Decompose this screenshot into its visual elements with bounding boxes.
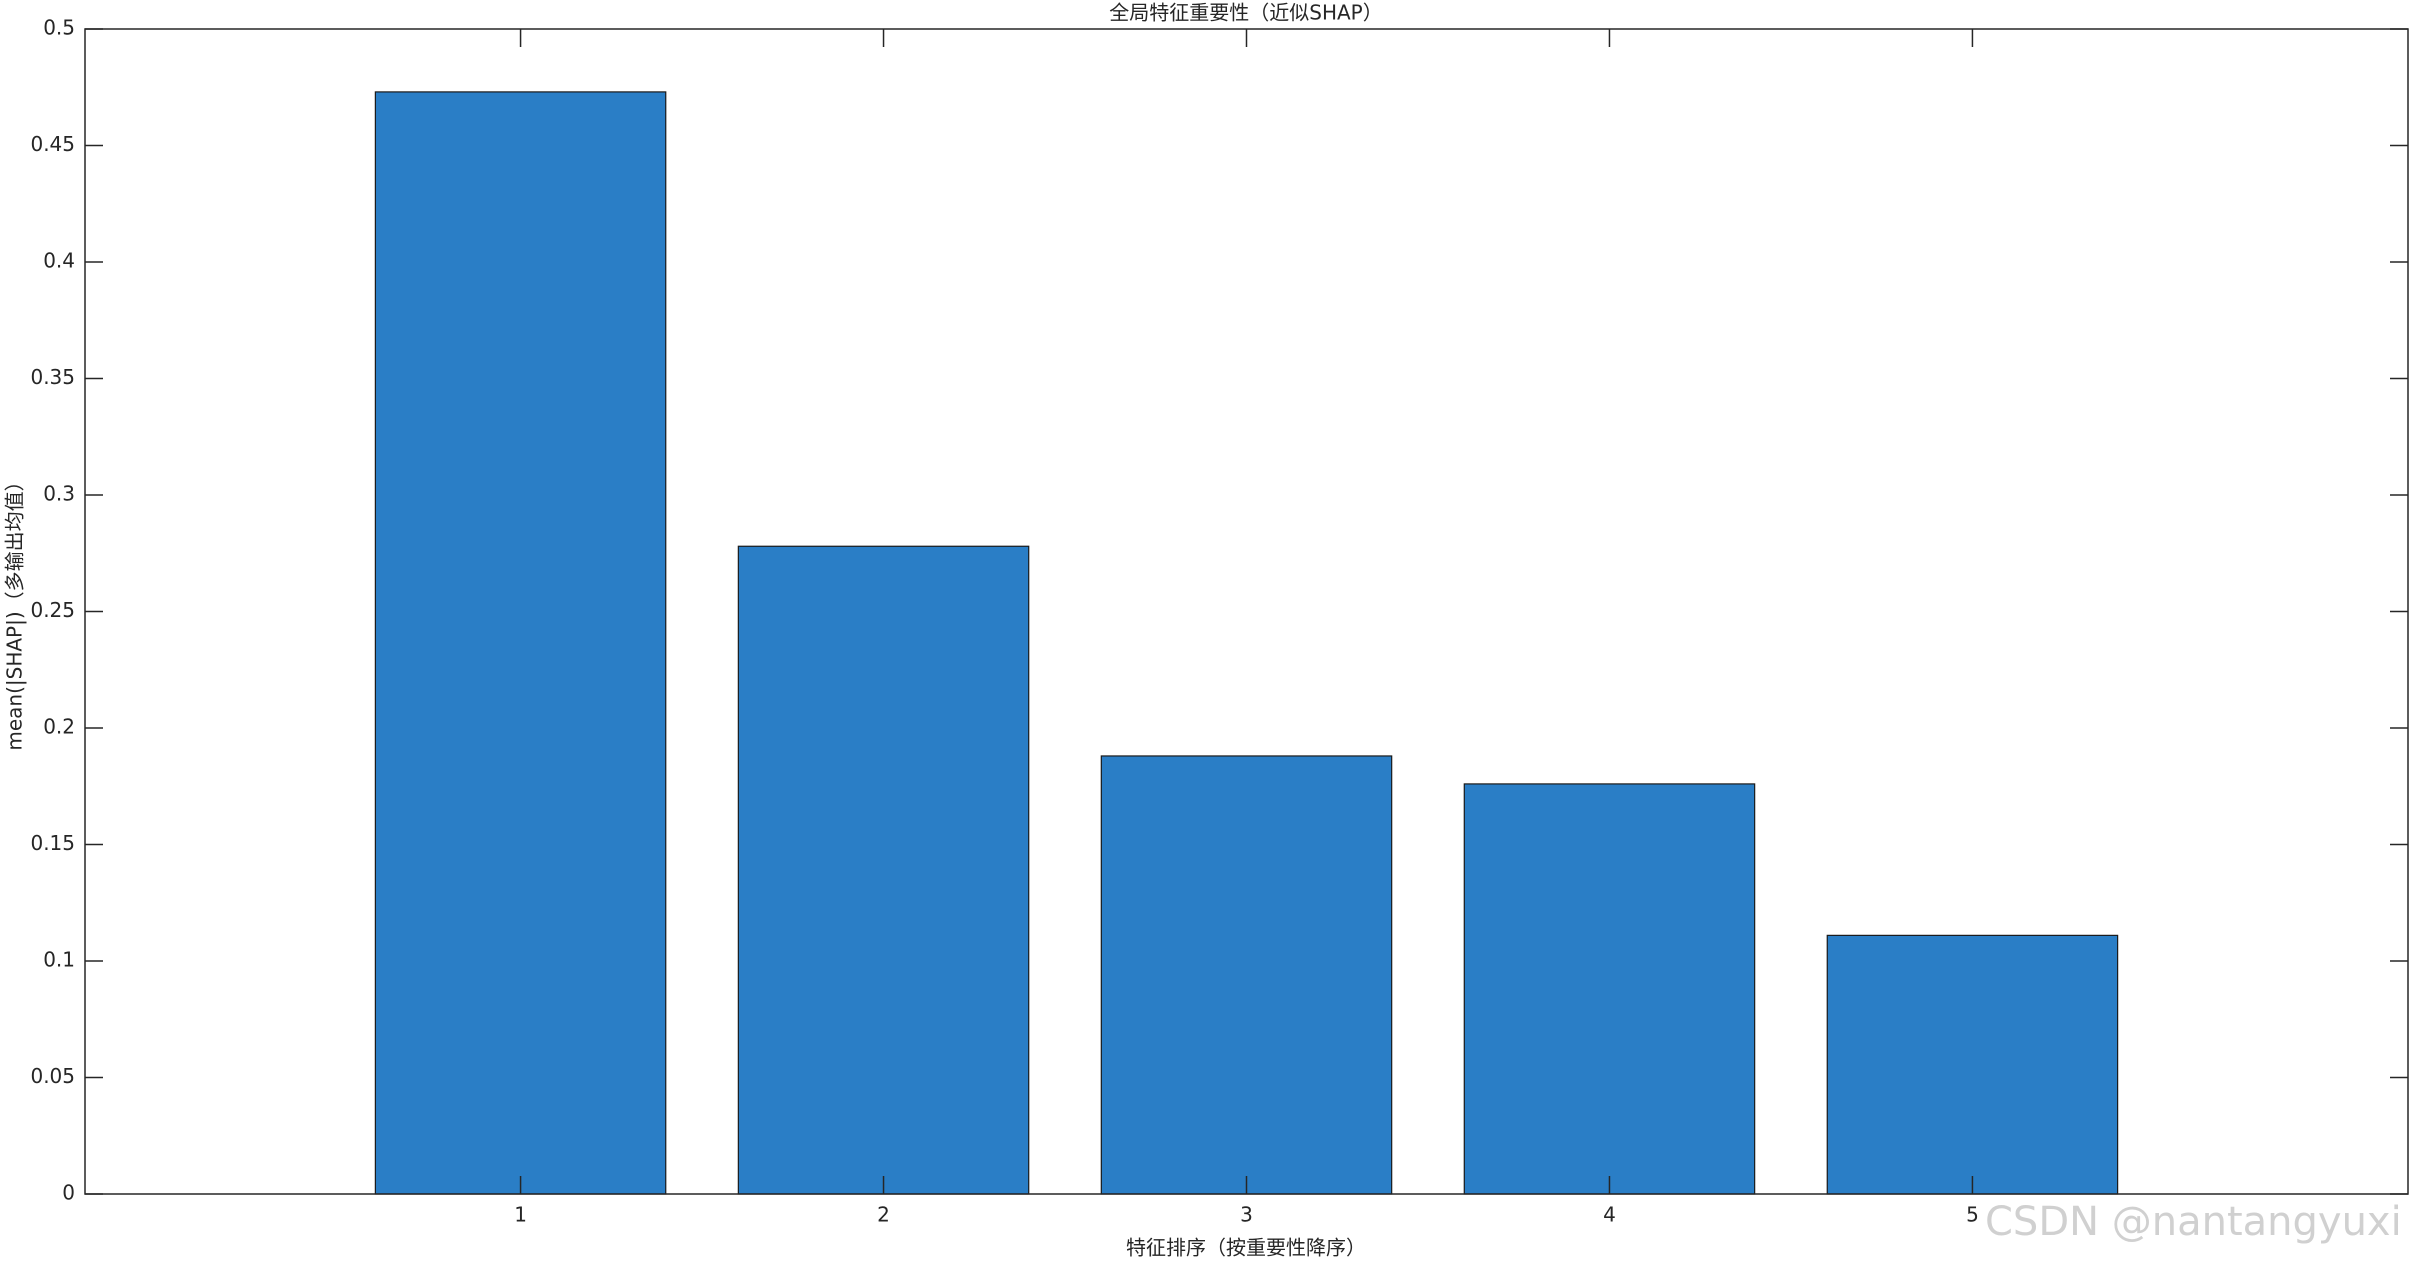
watermark: CSDN @nantangyuxi	[1985, 1199, 2402, 1245]
bar	[1463, 783, 1756, 1195]
x-tick-label: 2	[877, 1203, 890, 1227]
x-tick-label: 4	[1603, 1203, 1616, 1227]
y-tick-label: 0.45	[30, 132, 75, 156]
x-tick-label: 1	[514, 1203, 527, 1227]
y-tick-label: 0.2	[43, 715, 75, 739]
bar	[1826, 934, 2119, 1195]
y-tick-label: 0.05	[30, 1064, 75, 1088]
y-tick-label: 0.1	[43, 948, 75, 972]
y-tick-label: 0.4	[43, 249, 75, 273]
x-tick-label: 5	[1966, 1203, 1979, 1227]
y-tick-label: 0.15	[30, 831, 75, 855]
y-tick-label: 0.5	[43, 16, 75, 40]
x-axis-label: 特征排序（按重要性降序）	[1126, 1236, 1366, 1260]
y-tick-label: 0.25	[30, 598, 75, 622]
bar	[737, 545, 1030, 1195]
y-tick-label: 0.35	[30, 365, 75, 389]
bar	[1100, 755, 1393, 1195]
y-tick-label: 0.3	[43, 482, 75, 506]
bar	[374, 91, 667, 1195]
x-tick-label: 3	[1240, 1203, 1253, 1227]
chart-title: 全局特征重要性（近似SHAP）	[1109, 1, 1382, 25]
y-tick-label: 0	[62, 1181, 75, 1205]
y-axis-label: mean(|SHAP|)（多输出均值）	[3, 471, 27, 750]
